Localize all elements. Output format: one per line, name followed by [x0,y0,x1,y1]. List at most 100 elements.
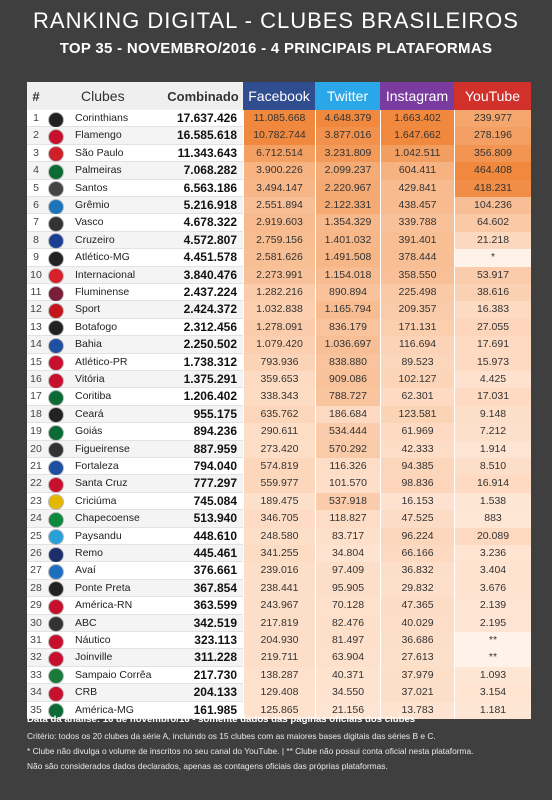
rank-cell: 12 [30,303,42,316]
combined-cell: 323.113 [194,633,237,647]
combined-cell: 955.175 [193,406,237,421]
club-name-cell: Criciúma [75,494,117,507]
rank-cell: 22 [30,477,42,490]
combined-cell: 17.637.426 [176,111,237,125]
club-name-cell: Coritiba [75,390,112,403]
youtube-cell: 9.148 [454,405,531,424]
youtube-cell: 16.914 [454,475,531,493]
combined-cell: 445.461 [193,546,237,560]
table-row: 24 Chapecoense 513.940 346.705 118.827 47.525… [27,510,531,528]
combined-cell: 376.661 [193,563,237,578]
table-row: 34 CRB 204.133 129.408 34.550 37.021 3.154 [27,684,531,702]
twitter-cell: 34.804 [315,545,380,563]
instagram-cell: 36.686 [380,632,454,650]
table-row: 17 Coritiba 1.206.402 338.343 788.727 62.301 1… [27,388,531,406]
facebook-cell: 243.967 [243,597,315,615]
facebook-cell: 574.819 [243,458,315,476]
table-row: 5 Santos 6.563.186 3.494.147 2.220.967 429.84… [27,179,531,198]
facebook-cell: 1.079.420 [243,336,315,354]
facebook-cell: 1.032.838 [243,301,315,319]
instagram-cell: 116.694 [380,336,454,354]
header-background [27,82,243,110]
combined-cell: 448.610 [193,528,237,543]
rank-cell: 2 [33,129,39,142]
club-name-cell: Sampaio Corrêa [75,668,152,681]
table-row: 4 Palmeiras 7.068.282 3.900.226 2.099.237 604… [27,162,531,180]
instagram-cell: 40.029 [380,614,454,632]
table-row: 7 Vasco 4.678.322 2.919.603 1.354.329 339.788… [27,214,531,232]
club-name-cell: América-RN [75,599,133,612]
club-name-cell: Santa Cruz [75,477,128,490]
youtube-cell: 15.973 [454,353,531,371]
instagram-cell: 61.969 [380,423,454,441]
twitter-cell: 101.570 [315,475,380,493]
table-row: 12 Sport 2.424.372 1.032.838 1.165.794 209.35… [27,301,531,319]
combined-cell: 4.678.322 [183,215,237,230]
header-rank: # [32,88,40,104]
instagram-cell: 47.525 [380,510,454,528]
youtube-cell: 4.425 [454,371,531,389]
twitter-cell: 81.497 [315,632,380,650]
instagram-cell: 391.401 [380,231,454,250]
instagram-cell: 378.444 [380,249,454,267]
table-row: 15 Atlético-PR 1.738.312 793.936 838.880 89.5… [27,353,531,372]
twitter-cell: 186.684 [315,405,380,424]
instagram-cell: 96.224 [380,527,454,545]
club-name-cell: Flamengo [75,129,122,142]
instagram-cell: 16.153 [380,492,454,511]
youtube-cell: 278.196 [454,127,531,145]
facebook-cell: 2.581.626 [243,249,315,267]
facebook-cell: 239.016 [243,562,315,580]
rank-cell: 26 [30,547,42,559]
youtube-cell: 3.404 [454,562,531,580]
rank-cell: 4 [33,164,39,177]
twitter-cell: 838.880 [315,353,380,371]
club-crest-icon [48,529,64,546]
table-row: 13 Botafogo 2.312.456 1.278.091 836.179 171.1… [27,318,531,337]
table-row: 16 Vitória 1.375.291 359.653 909.086 102.127 4… [27,371,531,389]
table-row: 25 Paysandu 448.610 248.580 83.717 96.224 20.0… [27,527,531,546]
club-name-cell: Remo [75,547,104,559]
table-row: 21 Fortaleza 794.040 574.819 116.326 94.385 8.… [27,458,531,476]
twitter-cell: 40.371 [315,666,380,685]
youtube-cell: 356.809 [454,144,531,163]
table-row: 10 Internacional 3.840.476 2.273.991 1.154.0… [27,266,531,285]
combined-cell: 5.216.918 [183,198,237,212]
youtube-cell: 3.236 [454,545,531,563]
rank-cell: 10 [30,268,42,281]
youtube-cell: 3.676 [454,579,531,598]
header-facebook: Facebook [243,82,315,110]
table-row: 28 Ponte Preta 367.854 238.441 95.905 29.832 3… [27,579,531,598]
instagram-cell: 604.411 [380,162,454,180]
header-youtube: YouTube [454,82,531,110]
twitter-cell: 97.409 [315,562,380,580]
rank-cell: 31 [30,634,42,646]
rank-cell: 23 [30,494,42,507]
header-twitter: Twitter [315,82,380,110]
youtube-cell: 2.195 [454,614,531,632]
facebook-cell: 1.278.091 [243,318,315,337]
instagram-cell: 66.166 [380,545,454,563]
twitter-cell: 1.354.329 [315,214,380,232]
twitter-cell: 2.220.967 [315,179,380,197]
instagram-cell: 339.788 [380,214,454,232]
header-instagram: Instagram [380,82,454,110]
instagram-cell: 102.127 [380,371,454,389]
twitter-cell: 836.179 [315,318,380,337]
combined-cell: 777.297 [193,476,237,491]
club-crest-icon [48,650,64,667]
rank-cell: 13 [30,320,42,333]
instagram-cell: 89.523 [380,353,454,371]
table-row: 3 São Paulo 11.343.643 6.712.514 3.231.809 1.… [27,144,531,163]
club-crest-icon [48,285,64,302]
club-name-cell: Atlético-PR [75,355,128,368]
table-row: 23 Criciúma 745.084 189.475 537.918 16.153 1.5… [27,492,531,511]
club-crest-icon [48,668,64,685]
youtube-cell: 464.408 [454,162,531,180]
combined-cell: 217.730 [193,667,237,682]
combined-cell: 11.343.643 [177,145,237,160]
club-crest-icon [48,494,64,511]
twitter-cell: 788.727 [315,388,380,406]
facebook-cell: 559.977 [243,475,315,493]
youtube-cell: 883 [454,510,531,528]
